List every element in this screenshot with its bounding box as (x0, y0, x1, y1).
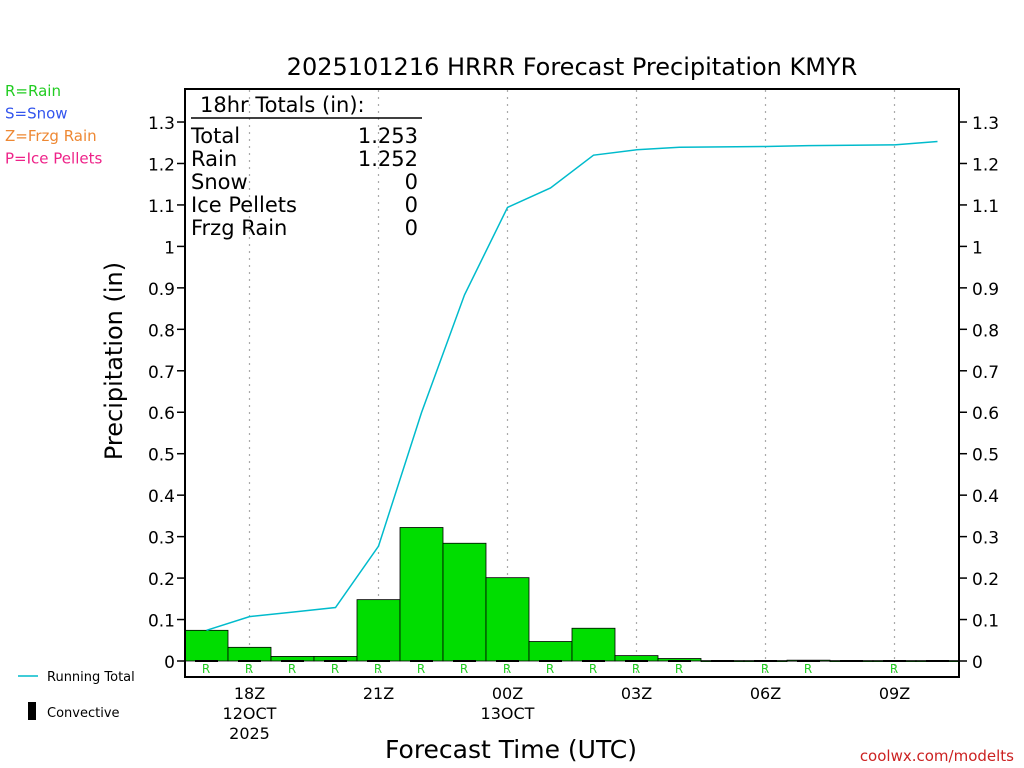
chart-title: 2025101216 HRRR Forecast Precipitation K… (287, 53, 858, 81)
x-tick-label: 00Z (492, 684, 523, 703)
precip-bar (399, 527, 444, 662)
x-tick-label: 03Z (621, 684, 652, 703)
x-tick-label: 06Z (750, 684, 781, 703)
y-tick-label-right: 1.2 (972, 155, 999, 175)
y-tick-label-right: 0.9 (972, 280, 999, 300)
credit-text: coolwx.com/modelts (860, 747, 1014, 765)
precip-type-code: R (503, 662, 511, 676)
y-tick-label-right: 0.5 (972, 446, 999, 466)
y-tick-label-right: 0.6 (972, 404, 999, 424)
precip-bar (184, 629, 229, 662)
totals-row-value: 1.253 (358, 124, 418, 148)
precip-bar (528, 641, 573, 662)
precip-type-code: R (417, 662, 425, 676)
y-tick-label-left: 1.3 (148, 114, 175, 134)
precip-bar (485, 577, 530, 662)
precip-type-code: R (804, 662, 812, 676)
y-tick-label-left: 0.3 (148, 529, 175, 549)
totals-row-label: Frzg Rain (191, 216, 287, 240)
y-tick-label-right: 1 (972, 238, 983, 258)
precip-type-code: R (761, 662, 769, 676)
totals-row-label: Rain (191, 147, 237, 171)
y-tick-label-left: 1 (164, 238, 175, 258)
precip-type-code: R (288, 662, 296, 676)
plot-frame (184, 88, 960, 678)
precip-type-legend: R=Rain S=Snow Z=Frzg Rain P=Ice Pellets (5, 82, 102, 168)
bottom-legend: Running Total Convective (18, 670, 135, 721)
y-tick-label-left: 1.1 (148, 197, 175, 217)
vertical-gridlines (248, 90, 896, 676)
precip-bar (442, 542, 487, 662)
totals-header: 18hr Totals (in): (200, 93, 365, 117)
y-tick-label-left: 0.9 (148, 280, 175, 300)
x-tick-label: 09Z (879, 684, 910, 703)
y-tick-label-right: 0.2 (972, 570, 999, 590)
x-tick-label: 21Z (363, 684, 394, 703)
precip-type-code: R (675, 662, 683, 676)
totals-row-value: 0 (405, 193, 418, 217)
precip-type-code: R (632, 662, 640, 676)
y-tick-label-left: 0.8 (148, 321, 175, 341)
y-tick-label-left: 0.6 (148, 404, 175, 424)
legend-label: Convective (47, 706, 120, 721)
precip-type-code: R (245, 662, 253, 676)
totals-row-value: 1.252 (358, 147, 418, 171)
precip-type-code: R (460, 662, 468, 676)
y-axis-label: Precipitation (in) (100, 262, 128, 460)
x-tick-label: 2025 (229, 724, 270, 743)
x-tick-label: 13OCT (481, 704, 535, 723)
y-tick-label-right: 0.4 (972, 487, 999, 507)
precip-bar (571, 627, 616, 662)
y-tick-label-right: 0.3 (972, 529, 999, 549)
running-total-line (206, 140, 938, 632)
precip-type-code: R (546, 662, 554, 676)
y-tick-label-right: 1.3 (972, 114, 999, 134)
precip-type-code: R (202, 662, 210, 676)
precip-type-code: R (374, 662, 382, 676)
totals-row-label: Ice Pellets (191, 193, 297, 217)
precip-bar (227, 646, 272, 662)
y-axis-right: 0 0.1 0.2 0.3 0.4 0.5 0.6 0.7 0.8 0.9 1 1.1 1.2 1.3 (959, 114, 999, 673)
type-legend-item: S=Snow (5, 105, 68, 123)
x-tick-label: 12OCT (223, 704, 277, 723)
x-axis-label: Forecast Time (UTC) (385, 735, 637, 764)
legend-label: Running Total (47, 670, 135, 685)
y-tick-label-left: 0.1 (148, 612, 175, 632)
y-tick-label-right: 0.7 (972, 363, 999, 383)
y-axis-left: 0 0.1 0.2 0.3 0.4 0.5 0.6 0.7 0.8 0.9 1 1.1 1.2 1.3 (148, 114, 185, 673)
hourly-precip-bars (184, 527, 960, 662)
totals-box: 18hr Totals (in): Total 1.253 Rain 1.252 Snow… (190, 93, 422, 240)
type-legend-item: R=Rain (5, 82, 61, 100)
legend-block-symbol (28, 702, 36, 720)
totals-row-value: 0 (405, 170, 418, 194)
y-tick-label-right: 0.8 (972, 321, 999, 341)
y-tick-label-left: 0.4 (148, 487, 175, 507)
y-tick-label-left: 1.2 (148, 155, 175, 175)
y-tick-label-left: 0.5 (148, 446, 175, 466)
type-legend-item: P=Ice Pellets (5, 150, 102, 168)
totals-row-label: Total (190, 124, 240, 148)
type-legend-item: Z=Frzg Rain (5, 127, 97, 145)
y-tick-label-left: 0 (164, 653, 175, 673)
y-tick-label-right: 0.1 (972, 612, 999, 632)
y-tick-label-left: 0.2 (148, 570, 175, 590)
totals-row-value: 0 (405, 216, 418, 240)
y-tick-label-right: 1.1 (972, 197, 999, 217)
y-tick-label-left: 0.7 (148, 363, 175, 383)
precip-bar (356, 599, 401, 662)
x-tick-label: 18Z (234, 684, 265, 703)
precip-type-code: R (890, 662, 898, 676)
totals-row-label: Snow (191, 170, 248, 194)
precip-type-code: R (589, 662, 597, 676)
precip-type-code: R (331, 662, 339, 676)
y-tick-label-right: 0 (972, 653, 983, 673)
